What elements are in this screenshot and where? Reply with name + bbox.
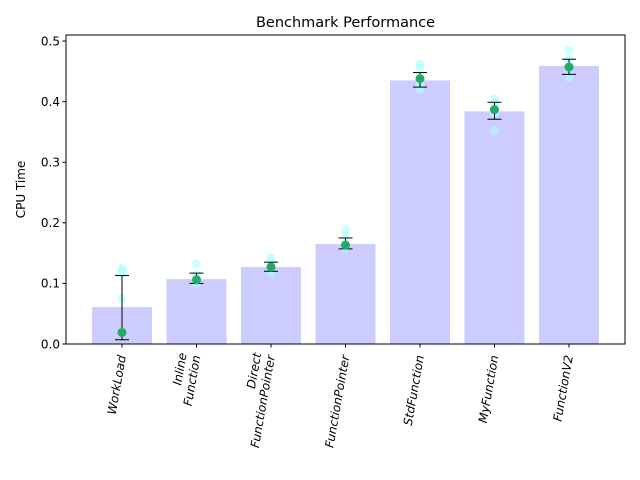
chart-title: Benchmark Performance [256,15,435,31]
sample-point-4-1 [415,63,425,73]
bar-4 [390,80,450,345]
mean-point-0 [117,327,127,337]
mean-point-2 [266,262,276,272]
sample-point-1-0 [192,259,201,269]
bar-6 [539,65,599,345]
mean-point-1 [192,275,201,285]
x-tick-label-1: InlineFunction [167,352,203,407]
y-tick-label-2: 0.2 [41,216,60,230]
mean-point-4 [415,74,425,84]
y-tick-label-3: 0.3 [41,156,60,170]
mean-point-5 [490,105,499,115]
x-ticks: WorkLoad InlineFunction DirectFunctionPoin… [105,344,576,449]
y-tick-label-0: 0.0 [41,337,60,351]
sample-point-6-2 [564,72,574,82]
x-tick-label-6: FunctionV2 [551,354,576,422]
means-layer [117,62,574,337]
y-tick-label-5: 0.5 [41,34,60,48]
bar-2 [241,267,301,344]
x-tick-label-2: DirectFunctionPointer [234,350,278,448]
y-tick-label-4: 0.4 [41,95,60,109]
y-axis-label: CPU Time [14,161,28,219]
y-ticks: 0.0 0.1 0.2 0.3 0.4 0.5 [41,34,66,351]
y-tick-label-1: 0.1 [41,277,60,291]
x-tick-label-5: MyFunction [476,354,502,424]
x-tick-label-4: StdFunction [401,354,427,427]
sample-point-6-0 [564,45,574,55]
sample-point-5-2 [490,126,499,136]
sample-point-0-2 [117,268,127,278]
bars-layer [92,65,599,345]
bar-5 [464,111,525,344]
x-tick-label-3: FunctionPointer [322,353,352,449]
bar-1 [166,279,227,344]
sample-point-3-1 [341,230,350,240]
mean-point-3 [341,240,350,250]
x-tick-label-0: WorkLoad [105,354,129,416]
mean-point-6 [564,62,574,72]
bar-3 [315,244,376,344]
